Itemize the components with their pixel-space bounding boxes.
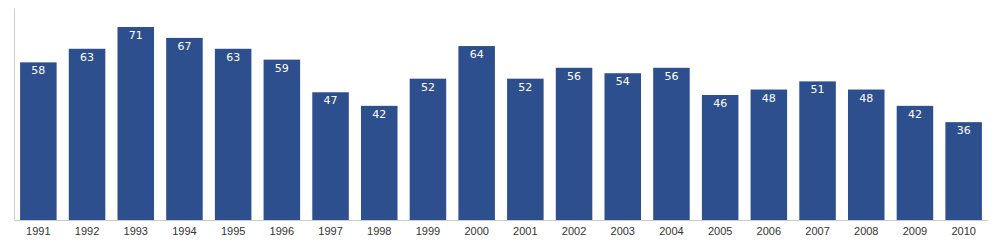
data-label: 71 (129, 29, 143, 42)
data-label: 36 (957, 124, 971, 137)
plot: 58 63 71 67 63 59 47 42 52 64 52 56 54 56 46 48 51 48 42 36… (15, 9, 989, 237)
x-tick: 2004 (659, 225, 683, 237)
x-tick-label: 1991 (26, 225, 50, 237)
x-tick: 1996 (270, 225, 294, 237)
bars (20, 27, 982, 220)
bar (117, 27, 154, 220)
x-tick: 1998 (367, 225, 391, 237)
bar (848, 90, 885, 220)
x-tick-label: 2006 (757, 225, 781, 237)
data-label: 42 (372, 108, 386, 121)
x-tick-label: 2008 (854, 225, 878, 237)
data-label: 46 (713, 97, 727, 110)
data-label: 58 (31, 64, 45, 77)
data-label: 52 (518, 81, 532, 94)
bar (361, 106, 398, 220)
bar (751, 90, 788, 220)
bar (556, 68, 593, 220)
x-tick: 1995 (221, 225, 245, 237)
x-tick: 1991 (26, 225, 50, 237)
x-tick: 2007 (805, 225, 829, 237)
x-tick: 1997 (318, 225, 342, 237)
x-tick-label: 1996 (270, 225, 294, 237)
data-label: 63 (80, 51, 94, 64)
x-tick-label: 2009 (903, 225, 927, 237)
x-tick-label: 2001 (513, 225, 537, 237)
x-tick: 2009 (903, 225, 927, 237)
bar (799, 81, 836, 220)
x-tick-label: 1998 (367, 225, 391, 237)
data-label: 48 (859, 92, 873, 105)
data-label: 48 (762, 92, 776, 105)
bar (702, 95, 739, 220)
bar (458, 46, 495, 220)
y-axis-line (14, 9, 15, 221)
chart: 58 63 71 67 63 59 47 42 52 64 52 56 54 56 46 48 51 48 42 36… (0, 0, 1000, 250)
data-label: 56 (567, 70, 581, 83)
data-label: 47 (324, 94, 338, 107)
x-tick: 2006 (757, 225, 781, 237)
x-tick: 2000 (464, 225, 488, 237)
x-tick-label: 1999 (416, 225, 440, 237)
data-label: 56 (664, 70, 678, 83)
x-tick: 2005 (708, 225, 732, 237)
bar (20, 62, 57, 220)
x-tick-label: 1995 (221, 225, 245, 237)
x-tick-label: 1994 (172, 225, 196, 237)
x-tick-label: 2004 (659, 225, 683, 237)
data-label: 54 (616, 75, 630, 88)
bar (507, 79, 544, 220)
bar (653, 68, 690, 220)
data-label: 67 (177, 40, 191, 53)
data-label: 59 (275, 62, 289, 75)
x-tick: 1993 (124, 225, 148, 237)
bar (215, 49, 252, 220)
data-label: 63 (226, 51, 240, 64)
x-tick-label: 1993 (124, 225, 148, 237)
data-label: 42 (908, 108, 922, 121)
bar (410, 79, 447, 220)
x-tick: 1994 (172, 225, 196, 237)
x-tick-label: 1992 (75, 225, 99, 237)
bar (312, 92, 349, 220)
x-axis: 1991 1992 1993 1994 1995 1996 1997 1998 1999 2000… (15, 221, 989, 237)
x-tick-label: 2005 (708, 225, 732, 237)
x-tick: 1999 (416, 225, 440, 237)
x-tick-label: 2003 (611, 225, 635, 237)
bar (166, 38, 203, 220)
bar (264, 60, 301, 220)
bar (69, 49, 106, 220)
x-tick: 1992 (75, 225, 99, 237)
data-label: 64 (470, 48, 484, 61)
x-tick: 2002 (562, 225, 586, 237)
y-axis (14, 9, 15, 221)
bar (604, 73, 641, 220)
bar (945, 122, 982, 220)
x-tick-label: 2002 (562, 225, 586, 237)
x-tick-label: 2000 (464, 225, 488, 237)
x-tick: 2003 (611, 225, 635, 237)
x-tick: 2008 (854, 225, 878, 237)
x-axis-line (15, 220, 989, 221)
data-label: 51 (811, 83, 825, 96)
data-labels: 58 63 71 67 63 59 47 42 52 64 52 56 54 56 46 48 51 48 42 36 (31, 29, 970, 137)
x-tick-label: 1997 (318, 225, 342, 237)
x-tick-label: 2010 (951, 225, 975, 237)
bar (897, 106, 934, 220)
x-tick: 2010 (951, 225, 975, 237)
data-label: 52 (421, 81, 435, 94)
x-tick-label: 2007 (805, 225, 829, 237)
x-tick: 2001 (513, 225, 537, 237)
